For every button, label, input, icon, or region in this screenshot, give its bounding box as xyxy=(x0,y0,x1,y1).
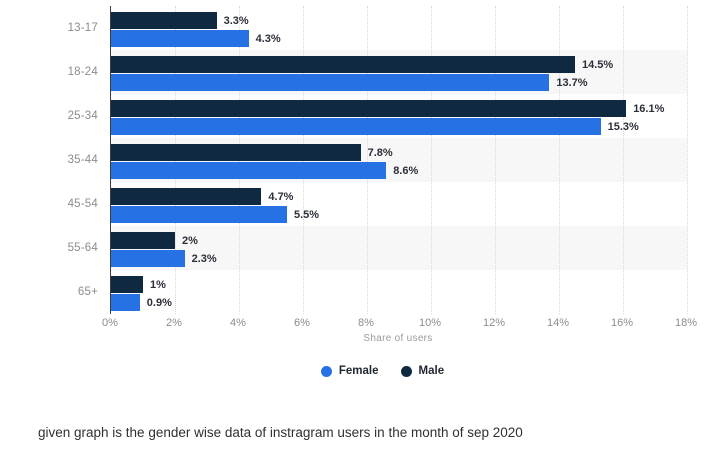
x-tick-label: 18% xyxy=(674,317,698,329)
y-axis-label: 25-34 xyxy=(67,110,98,122)
female-bar[interactable] xyxy=(111,206,287,223)
female-legend-dot-icon xyxy=(320,365,332,377)
female-bar-value: 4.3% xyxy=(255,32,281,45)
female-bar-value: 8.6% xyxy=(393,164,419,177)
y-axis-label: 65+ xyxy=(77,286,98,298)
gridline xyxy=(559,6,560,314)
female-bar-value: 13.7% xyxy=(556,76,588,89)
male-bar-value: 16.1% xyxy=(633,102,665,115)
male-bar[interactable] xyxy=(111,12,217,29)
gridline xyxy=(687,6,688,314)
female-bar[interactable] xyxy=(111,162,387,179)
male-bar[interactable] xyxy=(111,188,262,205)
x-tick-label: 6% xyxy=(294,317,310,329)
female-bar[interactable] xyxy=(111,30,249,47)
y-axis-labels: 13-17 18-24 25-34 35-44 45-54 55-64 65+ xyxy=(0,6,98,314)
y-axis-label: 35-44 xyxy=(67,154,98,166)
gridline xyxy=(431,6,432,314)
x-tick-label: 2% xyxy=(166,317,182,329)
bar-group-55-64: 2% 2.3% xyxy=(111,226,687,270)
legend-item-female[interactable]: Female xyxy=(320,365,379,377)
male-legend-dot-icon xyxy=(400,365,412,377)
male-bar-value: 7.8% xyxy=(367,146,393,159)
x-tick-label: 16% xyxy=(610,317,634,329)
female-bar-value: 2.3% xyxy=(191,252,217,265)
bar-group-45-54: 4.7% 5.5% xyxy=(111,182,687,226)
bar-group-35-44: 7.8% 8.6% xyxy=(111,138,687,182)
x-axis-title: Share of users xyxy=(363,333,433,344)
male-bar-value: 3.3% xyxy=(223,14,249,27)
male-bar[interactable] xyxy=(111,232,175,249)
male-bar-value: 14.5% xyxy=(582,58,614,71)
male-legend-label: Male xyxy=(418,365,445,377)
bar-group-25-34: 16.1% 15.3% xyxy=(111,94,687,138)
male-bar[interactable] xyxy=(111,56,575,73)
caption-text: given graph is the gender wise data of i… xyxy=(38,425,523,440)
female-bar-value: 0.9% xyxy=(146,296,172,309)
gridline xyxy=(623,6,624,314)
x-tick-label: 14% xyxy=(546,317,570,329)
row-stripe xyxy=(111,226,687,270)
bar-group-65-plus: 1% 0.9% xyxy=(111,270,687,314)
legend: Female Male xyxy=(0,365,715,377)
male-bar-value: 2% xyxy=(182,234,198,247)
bar-group-18-24: 14.5% 13.7% xyxy=(111,50,687,94)
plot-area: 3.3% 4.3% 14.5% 13.7% xyxy=(110,6,688,314)
female-bar-value: 5.5% xyxy=(294,208,320,221)
bars: 3.3% 4.3% 14.5% 13.7% xyxy=(111,6,687,314)
y-axis-label: 45-54 xyxy=(67,198,98,210)
x-tick-label: 4% xyxy=(230,317,246,329)
male-bar-value: 1% xyxy=(150,278,166,291)
gridline xyxy=(495,6,496,314)
female-bar[interactable] xyxy=(111,74,550,91)
y-axis-label: 55-64 xyxy=(67,242,98,254)
male-bar[interactable] xyxy=(111,100,627,117)
x-tick-label: 12% xyxy=(482,317,506,329)
male-bar[interactable] xyxy=(111,276,143,293)
male-bar[interactable] xyxy=(111,144,361,161)
bar-group-13-17: 3.3% 4.3% xyxy=(111,6,687,50)
male-bar-value: 4.7% xyxy=(268,190,294,203)
female-bar[interactable] xyxy=(111,294,140,311)
x-tick-label: 8% xyxy=(358,317,374,329)
x-tick-label: 0% xyxy=(102,317,118,329)
gridline xyxy=(366,6,368,314)
x-tick-label: 10% xyxy=(418,317,442,329)
y-axis-label: 18-24 xyxy=(67,66,98,78)
legend-item-male[interactable]: Male xyxy=(400,365,445,377)
female-bar[interactable] xyxy=(111,250,185,267)
female-legend-label: Female xyxy=(338,365,379,377)
x-axis: 0% 2% 4% 6% 8% 10% 12% 14% 16% 18% xyxy=(102,317,697,331)
female-bar-value: 15.3% xyxy=(607,120,639,133)
female-bar[interactable] xyxy=(111,118,601,135)
y-axis-label: 13-17 xyxy=(67,22,98,34)
